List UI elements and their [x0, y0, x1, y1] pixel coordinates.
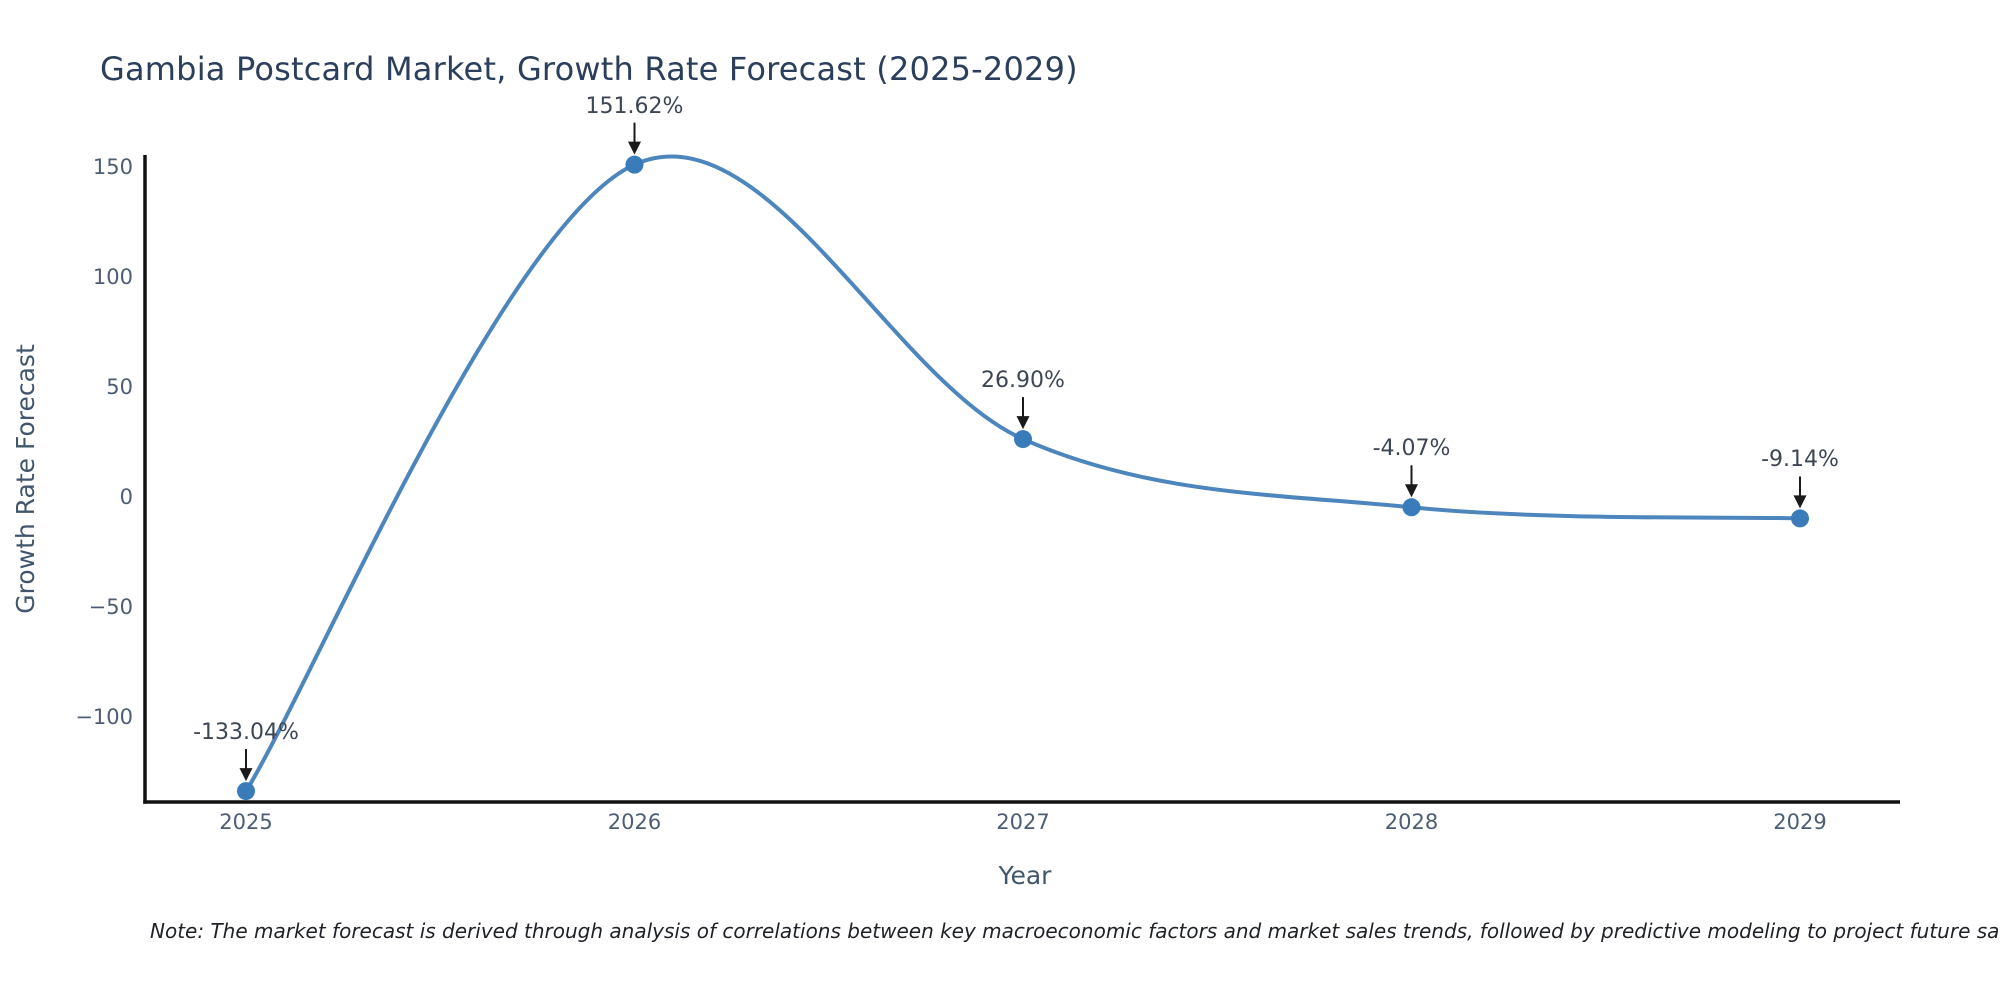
annotation-label: -9.14%: [1761, 447, 1839, 473]
annotation-arrowhead: [628, 141, 641, 155]
data-point-marker: [237, 782, 255, 801]
annotation-label: 26.90%: [981, 368, 1065, 394]
y-tick-label: 100: [92, 265, 133, 290]
trend-line: [244, 154, 1802, 794]
y-tick-label: 0: [119, 485, 133, 510]
x-tick-label: 2026: [607, 810, 662, 834]
annotation-arrowhead: [239, 768, 253, 782]
chart-title: Gambia Postcard Market, Growth Rate Fore…: [100, 50, 1078, 88]
footnote: Note: The market forecast is derived thr…: [150, 919, 2000, 943]
annotation-arrowhead: [1016, 416, 1030, 430]
data-point-marker: [1014, 430, 1032, 449]
x-axis-title: Year: [998, 861, 1052, 890]
y-tick-label: −50: [88, 595, 133, 620]
x-tick-label: 2025: [219, 810, 273, 834]
x-tick-label: 2027: [996, 810, 1050, 834]
data-point-marker: [1402, 498, 1421, 517]
data-point-marker: [1791, 509, 1809, 528]
x-tick-label: 2029: [1773, 810, 1827, 834]
annotation-arrowhead: [1405, 484, 1418, 498]
annotation-label: 151.62%: [585, 93, 684, 119]
y-tick-label: 150: [92, 155, 133, 180]
annotation-label: -4.07%: [1372, 436, 1451, 462]
y-tick-label: −100: [75, 705, 133, 730]
x-tick-label: 2028: [1384, 810, 1439, 834]
data-point-marker: [625, 155, 644, 174]
annotation-arrowhead: [1793, 495, 1807, 509]
annotation-label: -133.04%: [193, 720, 299, 746]
y-tick-label: 50: [106, 375, 133, 400]
